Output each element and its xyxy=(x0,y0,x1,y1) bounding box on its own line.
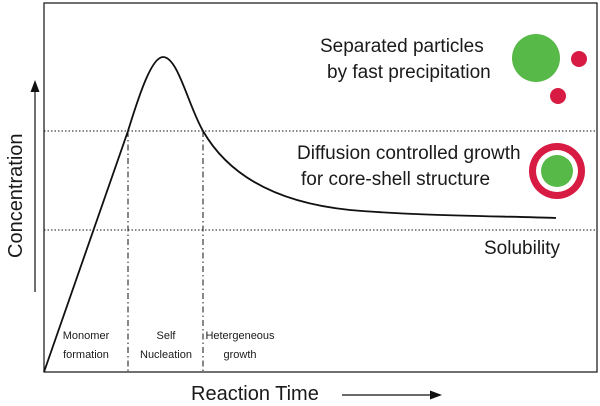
stage-nucleation-line1: Self xyxy=(157,330,177,342)
stage-nucleation-line2: Nucleation xyxy=(140,349,192,361)
stage-monomer-line2: formation xyxy=(63,349,109,361)
diffusion-text-line1: Diffusion controlled growth xyxy=(297,143,521,164)
x-axis-label: Reaction Time xyxy=(191,383,319,405)
concentration-curve xyxy=(43,56,557,373)
core-shell-core-icon xyxy=(541,155,573,187)
x-axis-arrowhead xyxy=(430,390,442,400)
diffusion-text-line2: for core-shell structure xyxy=(301,169,490,190)
precipitation-text-line1: Separated particles xyxy=(320,36,484,57)
red-particle-icon xyxy=(550,88,566,104)
stage-growth-line2: growth xyxy=(223,349,256,361)
stage-growth-line1: Hetergeneous xyxy=(205,330,275,342)
solubility-label: Solubility xyxy=(484,238,561,259)
red-particle-icon xyxy=(571,51,587,67)
y-axis-arrowhead xyxy=(30,80,40,92)
plot-frame xyxy=(43,2,598,373)
stage-monomer-line1: Monomer xyxy=(63,330,110,342)
y-axis-label: Concentration xyxy=(5,133,27,258)
green-particle-icon xyxy=(512,34,560,82)
precipitation-text-line2: by fast precipitation xyxy=(327,62,491,83)
